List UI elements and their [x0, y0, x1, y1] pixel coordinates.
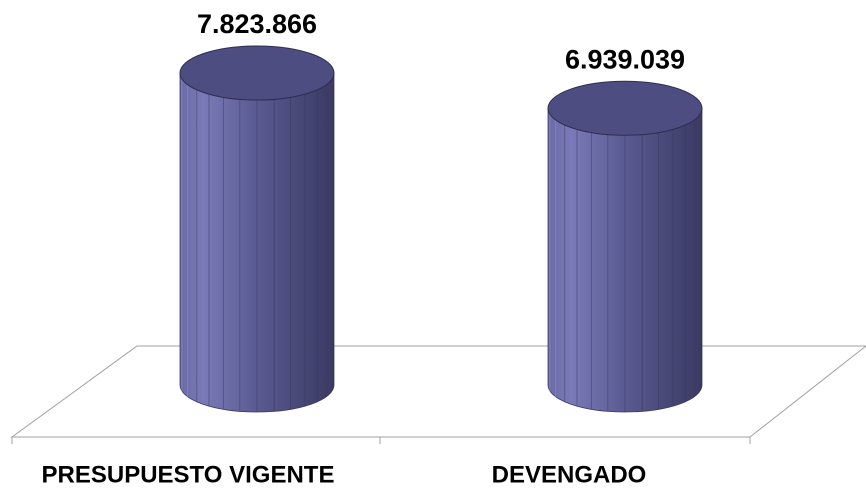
x-tick-label: PRESUPUESTO VIGENTE — [42, 461, 335, 488]
floor — [10, 345, 866, 444]
cylinder — [179, 45, 335, 413]
cylinder-top — [179, 45, 335, 101]
floor-plane — [10, 345, 866, 438]
value-label: 6.939.039 — [565, 44, 685, 74]
value-label: 7.823.866 — [197, 9, 317, 39]
cylinder — [547, 80, 703, 413]
x-tick-label: DEVENGADO — [492, 461, 647, 488]
cylinder-top — [547, 80, 703, 136]
